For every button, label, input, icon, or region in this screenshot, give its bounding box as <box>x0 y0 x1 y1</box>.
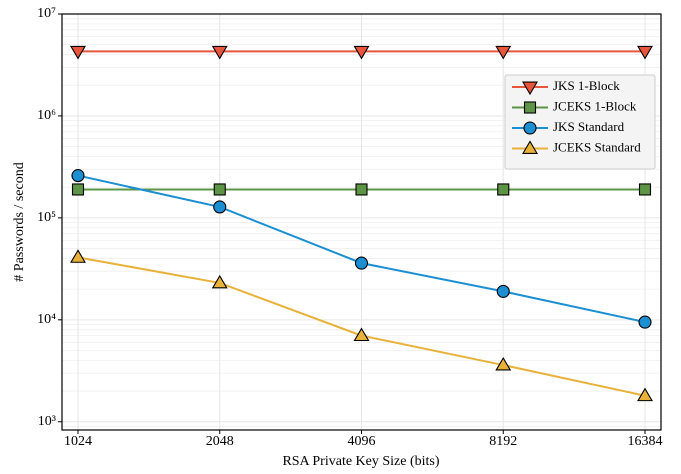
marker <box>213 200 227 214</box>
marker <box>355 183 368 196</box>
marker <box>70 249 86 263</box>
x-tick-label: 2048 <box>206 434 234 449</box>
y-tick-label: 10⁷ <box>37 6 56 21</box>
marker <box>523 101 537 114</box>
marker <box>637 45 653 60</box>
y-tick-label: 10⁵ <box>37 210 56 225</box>
marker <box>495 356 512 371</box>
marker <box>497 183 510 196</box>
marker <box>522 81 538 96</box>
x-tick-label: 16384 <box>628 434 663 449</box>
x-axis-label: RSA Private Key Size (bits) <box>282 454 439 469</box>
legend-label: JCEKS 1-Block <box>553 98 637 113</box>
y-tick-label: 10⁶ <box>37 108 56 123</box>
marker <box>354 256 369 270</box>
marker <box>638 183 652 196</box>
marker <box>71 183 85 196</box>
marker <box>638 315 652 329</box>
plot-frame <box>61 13 662 431</box>
marker <box>353 45 370 60</box>
marker <box>637 387 653 402</box>
marker <box>495 45 512 60</box>
legend-label: JCEKS Standard <box>553 139 641 154</box>
y-axis-label: # Passwords / second <box>12 162 27 281</box>
marker <box>71 169 85 183</box>
legend-box <box>504 74 656 170</box>
marker <box>523 121 537 135</box>
marker <box>522 140 538 154</box>
y-tick-label: 10⁴ <box>37 312 56 327</box>
y-tick-label: 10³ <box>38 414 56 429</box>
marker <box>211 45 228 60</box>
x-tick-label: 4096 <box>348 434 376 449</box>
x-tick-label: 8192 <box>489 434 517 449</box>
legend-label: JKS Standard <box>553 119 625 134</box>
marker <box>213 183 226 196</box>
x-tick-label: 1024 <box>64 434 92 449</box>
marker <box>70 45 86 60</box>
marker <box>496 284 510 298</box>
marker <box>211 274 228 289</box>
marker <box>353 327 370 342</box>
legend-label: JKS 1-Block <box>553 78 620 93</box>
